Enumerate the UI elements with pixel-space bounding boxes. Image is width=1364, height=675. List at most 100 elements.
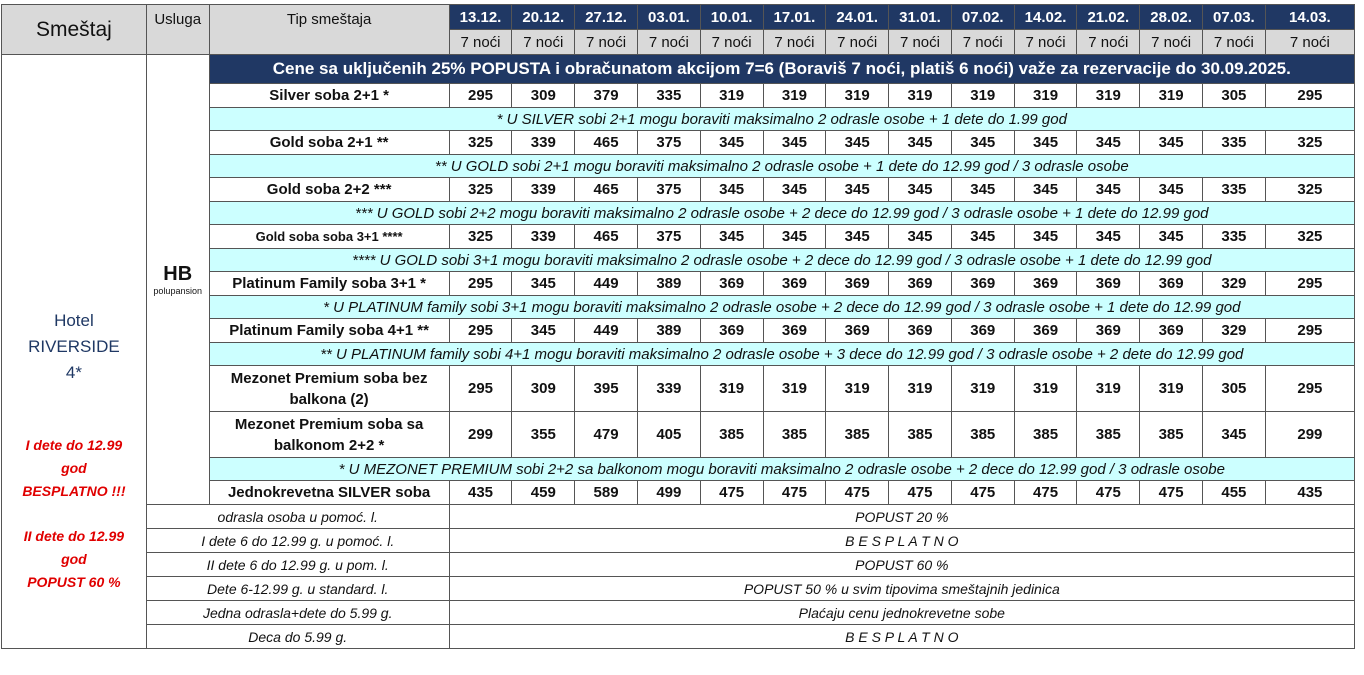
room-type: Mezonet Premium soba bez balkona (2) xyxy=(208,365,450,412)
price-cell: 335 xyxy=(1201,224,1266,249)
price-cell: 329 xyxy=(1201,271,1266,296)
discount-value: Plaćaju cenu jednokrevetne sobe xyxy=(448,600,1356,625)
price-cell: 375 xyxy=(636,130,701,155)
price-cell: 319 xyxy=(888,365,952,412)
note-row: ** U GOLD sobi 2+1 mogu boraviti maksima… xyxy=(2,154,1356,178)
room-note: ** U PLATINUM family sobi 4+1 mogu borav… xyxy=(208,342,1356,366)
date-header: 07.02. xyxy=(950,4,1015,30)
price-cell: 295 xyxy=(448,365,513,412)
price-cell: 465 xyxy=(574,224,638,249)
hotel-name: RIVERSIDE xyxy=(28,336,120,356)
price-cell: 385 xyxy=(1013,411,1078,458)
price-cell: 319 xyxy=(950,83,1015,108)
price-cell: 345 xyxy=(699,130,764,155)
price-cell: 319 xyxy=(1139,83,1203,108)
note-row: * U SILVER sobi 2+1 mogu boraviti maksim… xyxy=(2,107,1356,131)
date-header: 14.02. xyxy=(1013,4,1078,30)
promo-second-child: II dete do 12.99 xyxy=(23,527,125,544)
nights-header: 7 noći xyxy=(950,29,1015,55)
nights-header: 7 noći xyxy=(1201,29,1266,55)
price-cell: 389 xyxy=(636,271,701,296)
price-cell: 295 xyxy=(1264,365,1356,412)
price-cell: 369 xyxy=(762,318,827,343)
nights-header: 7 noći xyxy=(888,29,952,55)
price-cell: 319 xyxy=(825,83,890,108)
date-header: 03.01. xyxy=(636,4,701,30)
nights-header: 7 noći xyxy=(762,29,827,55)
price-cell: 319 xyxy=(1013,365,1078,412)
discount-row: Jedna odrasla+dete do 5.99 g. Plaćaju cen… xyxy=(2,600,1356,625)
nights-header: 7 noći xyxy=(699,29,764,55)
price-cell: 345 xyxy=(762,224,827,249)
price-cell: 339 xyxy=(511,224,576,249)
room-type: Silver soba 2+1 * xyxy=(208,83,450,108)
price-cell: 319 xyxy=(762,365,827,412)
discount-label: Deca do 5.99 g. xyxy=(145,624,450,649)
date-header: 27.12. xyxy=(574,4,638,30)
date-header: 24.01. xyxy=(825,4,890,30)
date-header: 17.01. xyxy=(762,4,827,30)
price-cell: 335 xyxy=(636,83,701,108)
price-cell: 339 xyxy=(511,177,576,202)
price-cell: 295 xyxy=(1264,318,1356,343)
price-cell: 475 xyxy=(762,480,827,505)
date-header: 21.02. xyxy=(1076,4,1141,30)
price-cell: 475 xyxy=(1076,480,1141,505)
service-desc: polupansion xyxy=(153,286,202,296)
price-cell: 345 xyxy=(1139,177,1203,202)
discount-row: Deca do 5.99 g. B E S P L A T N O xyxy=(2,624,1356,649)
price-cell: 319 xyxy=(1076,365,1141,412)
price-cell: 345 xyxy=(1201,411,1266,458)
date-header: 13.12. xyxy=(448,4,513,30)
price-cell: 325 xyxy=(1264,224,1356,249)
note-row: * U MEZONET PREMIUM sobi 2+2 sa balkonom… xyxy=(2,457,1356,481)
note-row: **** U GOLD sobi 3+1 mogu boraviti maksi… xyxy=(2,248,1356,272)
discount-value: POPUST 20 % xyxy=(448,504,1356,529)
price-cell: 345 xyxy=(950,130,1015,155)
room-row: Mezonet Premium soba sa balkonom 2+2 * 29… xyxy=(2,411,1356,458)
price-cell: 475 xyxy=(950,480,1015,505)
price-cell: 449 xyxy=(574,318,638,343)
price-cell: 369 xyxy=(888,318,952,343)
hotel-stars: 4* xyxy=(65,362,82,382)
date-header: 07.03. xyxy=(1201,4,1266,30)
price-cell: 369 xyxy=(1076,271,1141,296)
price-cell: 299 xyxy=(448,411,513,458)
price-cell: 345 xyxy=(1013,224,1078,249)
price-cell: 435 xyxy=(448,480,513,505)
price-cell: 345 xyxy=(699,224,764,249)
price-cell: 319 xyxy=(1139,365,1203,412)
room-note: ** U GOLD sobi 2+1 mogu boraviti maksima… xyxy=(208,154,1356,178)
discount-value: B E S P L A T N O xyxy=(448,528,1356,553)
price-cell: 369 xyxy=(950,318,1015,343)
room-row: Gold soba 2+1 ** 325 339 465 375 345 345 345 345… xyxy=(2,130,1356,155)
service-code: HB xyxy=(163,263,193,285)
price-cell: 325 xyxy=(1264,130,1356,155)
price-cell: 435 xyxy=(1264,480,1356,505)
room-type: Gold soba soba 3+1 **** xyxy=(208,224,450,249)
date-header: 28.02. xyxy=(1139,4,1203,30)
room-note: * U MEZONET PREMIUM sobi 2+2 sa balkonom… xyxy=(208,457,1356,481)
room-type: Gold soba 2+1 ** xyxy=(208,130,450,155)
note-row: ** U PLATINUM family sobi 4+1 mogu borav… xyxy=(2,342,1356,366)
price-cell: 395 xyxy=(574,365,638,412)
price-cell: 385 xyxy=(1139,411,1203,458)
hotel-info: Hotel RIVERSIDE 4* I dete do 12.99 god B… xyxy=(1,54,147,649)
room-note: * U SILVER sobi 2+1 mogu boraviti maksim… xyxy=(208,107,1356,131)
price-cell: 479 xyxy=(574,411,638,458)
price-cell: 389 xyxy=(636,318,701,343)
discount-banner: Cene sa uključenih 25% POPUSTA i obračun… xyxy=(208,54,1356,84)
price-cell: 369 xyxy=(888,271,952,296)
price-cell: 369 xyxy=(1139,271,1203,296)
price-table: Smeštaj Usluga Tip smeštaja 13.12. 20.12… xyxy=(1,4,1356,649)
price-cell: 325 xyxy=(448,130,513,155)
date-header: 20.12. xyxy=(511,4,576,30)
price-cell: 329 xyxy=(1201,318,1266,343)
room-row: Platinum Family soba 3+1 * 295 345 449 389 36… xyxy=(2,271,1356,296)
nights-header: 7 noći xyxy=(1139,29,1203,55)
note-row: * U PLATINUM family sobi 3+1 mogu boravi… xyxy=(2,295,1356,319)
room-type: Platinum Family soba 4+1 ** xyxy=(208,318,450,343)
price-cell: 299 xyxy=(1264,411,1356,458)
nights-header: 7 noći xyxy=(636,29,701,55)
room-note: **** U GOLD sobi 3+1 mogu boraviti maksi… xyxy=(208,248,1356,272)
